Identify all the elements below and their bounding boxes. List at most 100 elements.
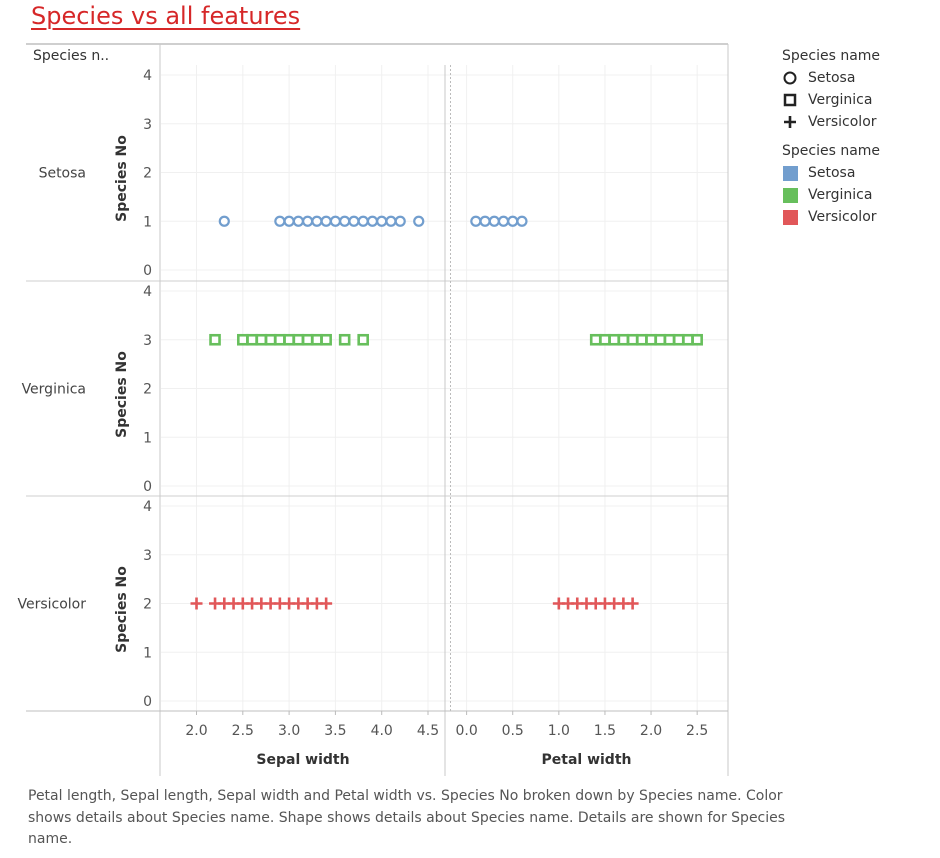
y-tick-label: 1 (143, 430, 152, 446)
data-point-setosa[interactable] (479, 215, 491, 227)
chart-title: Species vs all features (31, 2, 301, 30)
x-tick-label: 1.5 (594, 723, 616, 739)
y-tick-label: 4 (143, 68, 152, 84)
data-point-verginica[interactable] (599, 333, 611, 346)
x-tick-label: 0.5 (502, 723, 524, 739)
data-point-setosa[interactable] (394, 215, 406, 227)
color-swatch (782, 209, 798, 225)
shape-legend-title: Species name (782, 48, 881, 64)
data-point-setosa[interactable] (516, 215, 528, 227)
data-point-verginica[interactable] (645, 333, 657, 346)
data-point-verginica[interactable] (663, 333, 676, 346)
data-point-setosa[interactable] (366, 215, 379, 227)
data-point-verginica[interactable] (255, 333, 268, 346)
data-point-setosa[interactable] (376, 215, 388, 227)
row-label: Verginica (22, 382, 86, 398)
y-tick-label: 1 (143, 645, 152, 661)
legend-label: Setosa (808, 70, 856, 86)
row-header-label: Species n.. (33, 48, 109, 64)
data-point-verginica[interactable] (311, 333, 323, 346)
y-tick-label: 4 (143, 284, 152, 300)
data-point-verginica[interactable] (626, 333, 639, 346)
data-point-setosa[interactable] (507, 215, 519, 227)
legend-item-verginica-color[interactable]: Verginica (782, 184, 880, 206)
color-legend-title: Species name (782, 143, 881, 159)
y-axis-title: Species No (114, 351, 130, 438)
data-point-setosa[interactable] (413, 215, 425, 227)
data-point-verginica[interactable] (246, 333, 258, 346)
data-point-verginica[interactable] (283, 333, 295, 346)
x-tick-label: 4.5 (417, 723, 439, 739)
scatter-chart: Species n.. 0 1 2 3 4 Species No Setosa 0 1 2 3 4 Sp… (17, 43, 729, 776)
x-tick-label: 4.0 (371, 723, 393, 739)
data-point-setosa[interactable] (292, 215, 304, 227)
x-axis-title: Sepal width (256, 752, 349, 768)
data-point-setosa[interactable] (302, 215, 314, 227)
data-point-verginica[interactable] (617, 333, 630, 346)
y-tick-label: 3 (143, 548, 152, 564)
data-point-verginica[interactable] (292, 333, 305, 346)
data-point-verginica[interactable] (209, 333, 221, 346)
shape-legend: Species name Setosa Verginica Versicolor (782, 48, 880, 133)
data-point-setosa[interactable] (470, 215, 482, 227)
x-axis-title: Petal width (542, 752, 632, 768)
x-tick-label: 2.0 (640, 723, 662, 739)
data-point-versicolor[interactable] (320, 597, 333, 610)
data-point-setosa[interactable] (320, 215, 332, 227)
data-point-setosa[interactable] (329, 215, 342, 227)
data-point-verginica[interactable] (357, 333, 369, 346)
data-point-setosa[interactable] (218, 215, 230, 227)
legend-item-versicolor-color[interactable]: Versicolor (782, 206, 880, 228)
data-point-setosa[interactable] (283, 215, 295, 227)
data-point-verginica[interactable] (264, 333, 277, 346)
data-point-setosa[interactable] (357, 215, 369, 227)
data-point-verginica[interactable] (274, 333, 286, 346)
data-point-setosa[interactable] (385, 215, 397, 227)
x-tick-label: 2.5 (232, 723, 254, 739)
y-tick-label: 3 (143, 117, 152, 133)
data-point-setosa[interactable] (311, 215, 323, 227)
y-tick-label: 0 (143, 694, 152, 710)
data-point-setosa[interactable] (339, 215, 351, 227)
x-tick-label: 2.0 (185, 723, 207, 739)
y-tick-label: 3 (143, 333, 152, 349)
data-point-verginica[interactable] (301, 333, 314, 346)
data-point-verginica[interactable] (654, 333, 667, 346)
data-point-versicolor[interactable] (190, 597, 203, 610)
data-point-verginica[interactable] (672, 333, 685, 346)
mark-layer[interactable] (190, 215, 703, 610)
legend-label: Versicolor (808, 209, 877, 225)
x-tick-label: 2.5 (686, 723, 708, 739)
legend-item-setosa-shape[interactable]: Setosa (782, 67, 880, 89)
data-point-verginica[interactable] (589, 333, 602, 346)
data-point-setosa[interactable] (488, 215, 500, 227)
data-point-verginica[interactable] (691, 333, 703, 346)
row-label: Setosa (39, 166, 86, 182)
data-point-verginica[interactable] (608, 333, 620, 346)
frame-layer (26, 43, 729, 776)
data-point-versicolor[interactable] (626, 597, 639, 610)
data-point-setosa[interactable] (274, 215, 286, 227)
y-axis-title: Species No (114, 135, 130, 222)
x-tick-label: 0.0 (455, 723, 477, 739)
legend-item-versicolor-shape[interactable]: Versicolor (782, 111, 880, 133)
data-point-setosa[interactable] (497, 215, 510, 227)
data-point-verginica[interactable] (237, 333, 249, 346)
circle-icon (782, 70, 798, 86)
data-point-verginica[interactable] (320, 333, 332, 346)
legend-item-setosa-color[interactable]: Setosa (782, 162, 880, 184)
data-point-verginica[interactable] (338, 333, 351, 346)
legend-item-verginica-shape[interactable]: Verginica (782, 89, 880, 111)
plus-icon (782, 114, 798, 130)
data-point-verginica[interactable] (636, 333, 648, 346)
y-tick-label: 4 (143, 499, 152, 515)
x-tick-label: 3.5 (324, 723, 346, 739)
color-swatch (782, 165, 798, 181)
y-tick-label: 1 (143, 214, 152, 230)
data-point-verginica[interactable] (682, 333, 694, 346)
color-swatch (782, 187, 798, 203)
y-tick-label: 0 (143, 263, 152, 279)
x-tick-label: 3.0 (278, 723, 300, 739)
x-tick-label: 1.0 (548, 723, 570, 739)
data-point-setosa[interactable] (348, 215, 360, 227)
